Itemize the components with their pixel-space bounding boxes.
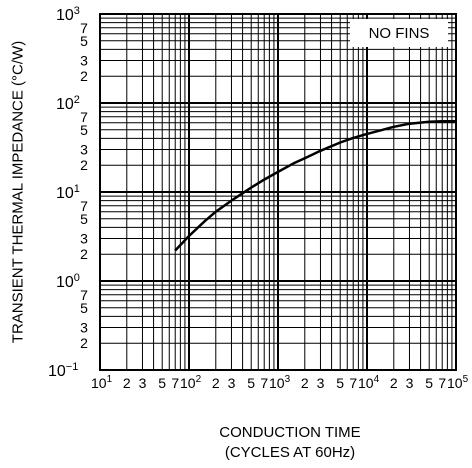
x-tick-label: 102 bbox=[180, 374, 202, 391]
y-minor-tick-label: 2 bbox=[80, 157, 88, 173]
x-minor-tick-label: 7 bbox=[171, 375, 179, 391]
x-minor-tick-label: 2 bbox=[123, 375, 131, 391]
y-minor-tick-label: 2 bbox=[80, 246, 88, 262]
x-minor-tick-label: 3 bbox=[139, 375, 147, 391]
y-axis-title: TRANSIENT THERMAL IMPEDANCE (°C/W) bbox=[9, 40, 27, 344]
x-minor-tick-label: 2 bbox=[390, 375, 398, 391]
x-minor-tick-label: 3 bbox=[228, 375, 236, 391]
x-minor-tick-label: 5 bbox=[336, 375, 344, 391]
plot-frame bbox=[99, 13, 457, 371]
y-tick-label: 101 bbox=[56, 183, 80, 202]
y-minor-tick-label: 5 bbox=[80, 122, 88, 138]
y-minor-tick-label: 2 bbox=[80, 335, 88, 351]
x-minor-tick-label: 5 bbox=[247, 375, 255, 391]
x-tick-label: 101 bbox=[91, 374, 113, 391]
x-axis-title-line2: (CYCLES AT 60Hz) bbox=[224, 444, 356, 461]
y-minor-tick-label: 3 bbox=[80, 142, 88, 158]
series-line-0 bbox=[174, 119, 456, 252]
y-minor-tick-label: 3 bbox=[80, 53, 88, 69]
y-minor-tick-label: 5 bbox=[80, 300, 88, 316]
x-minor-tick-label: 5 bbox=[425, 375, 433, 391]
y-tick-label: 10−1 bbox=[48, 361, 78, 380]
x-axis-title-line1: CONDUCTION TIME bbox=[219, 424, 361, 441]
x-minor-tick-label: 7 bbox=[349, 375, 357, 391]
y-tick-label: 103 bbox=[56, 5, 80, 24]
x-tick-label: 104 bbox=[358, 374, 380, 391]
x-minor-tick-label: 3 bbox=[317, 375, 325, 391]
y-minor-tick-label: 5 bbox=[80, 33, 88, 49]
y-tick-label: 100 bbox=[56, 272, 80, 291]
annotation-no-fins: NO FINS bbox=[369, 25, 430, 42]
y-minor-tick-label: 7 bbox=[80, 198, 88, 214]
y-minor-tick-label: 3 bbox=[80, 320, 88, 336]
y-minor-tick-label: 5 bbox=[80, 211, 88, 227]
x-tick-label: 105 bbox=[447, 374, 469, 391]
y-minor-tick-label: 2 bbox=[80, 68, 88, 84]
annotation-box bbox=[350, 19, 448, 47]
y-minor-tick-label: 3 bbox=[80, 231, 88, 247]
x-minor-tick-label: 2 bbox=[212, 375, 220, 391]
x-minor-tick-label: 7 bbox=[438, 375, 446, 391]
x-minor-tick-label: 2 bbox=[301, 375, 309, 391]
x-minor-tick-label: 3 bbox=[406, 375, 414, 391]
y-minor-tick-label: 7 bbox=[80, 109, 88, 125]
y-tick-label: 102 bbox=[56, 94, 80, 113]
x-minor-tick-label: 7 bbox=[260, 375, 268, 391]
x-tick-label: 103 bbox=[269, 374, 291, 391]
y-minor-tick-label: 7 bbox=[80, 287, 88, 303]
x-minor-tick-label: 5 bbox=[158, 375, 166, 391]
y-minor-tick-label: 7 bbox=[80, 20, 88, 36]
